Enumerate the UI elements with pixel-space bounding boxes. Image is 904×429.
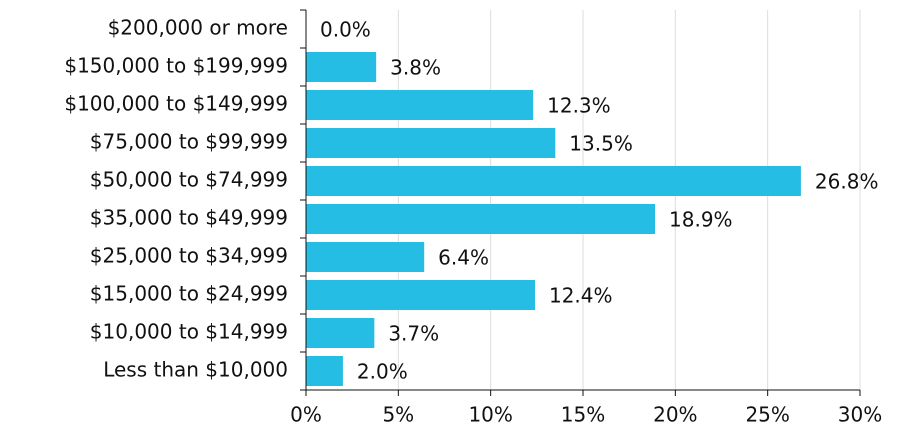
y-tick-label: Less than $10,000 xyxy=(103,358,288,382)
bar xyxy=(306,90,534,120)
value-label: 12.3% xyxy=(547,94,611,118)
bar xyxy=(306,356,343,386)
x-tick-label: 0% xyxy=(290,403,322,427)
value-label: 2.0% xyxy=(357,360,408,384)
bar xyxy=(306,318,375,348)
y-tick-label: $75,000 to $99,999 xyxy=(90,130,288,154)
value-label: 26.8% xyxy=(815,170,879,194)
bar xyxy=(306,128,556,158)
value-label: 0.0% xyxy=(320,18,371,42)
y-tick-label: $10,000 to $14,999 xyxy=(90,320,288,344)
y-tick-label: $100,000 to $149,999 xyxy=(64,92,288,116)
x-tick-label: 10% xyxy=(468,403,512,427)
y-tick-label: $150,000 to $199,999 xyxy=(64,54,288,78)
value-label: 6.4% xyxy=(438,246,489,270)
value-label: 13.5% xyxy=(569,132,633,156)
x-tick-label: 30% xyxy=(838,403,882,427)
value-label: 12.4% xyxy=(549,284,613,308)
x-tick-label: 15% xyxy=(561,403,605,427)
x-tick-label: 25% xyxy=(745,403,789,427)
x-tick-label: 20% xyxy=(653,403,697,427)
bar xyxy=(306,280,535,310)
y-tick-label: $50,000 to $74,999 xyxy=(90,168,288,192)
y-tick-label: $200,000 or more xyxy=(108,16,288,40)
bar xyxy=(306,166,801,196)
bar xyxy=(306,242,425,272)
y-tick-label: $15,000 to $24,999 xyxy=(90,282,288,306)
y-tick-label: $25,000 to $34,999 xyxy=(90,244,288,268)
value-label: 3.8% xyxy=(390,56,441,80)
value-label: 18.9% xyxy=(669,208,733,232)
value-label: 3.7% xyxy=(388,322,439,346)
bar xyxy=(306,52,377,82)
bar xyxy=(306,204,656,234)
x-tick-label: 5% xyxy=(382,403,414,427)
y-tick-label: $35,000 to $49,999 xyxy=(90,206,288,230)
